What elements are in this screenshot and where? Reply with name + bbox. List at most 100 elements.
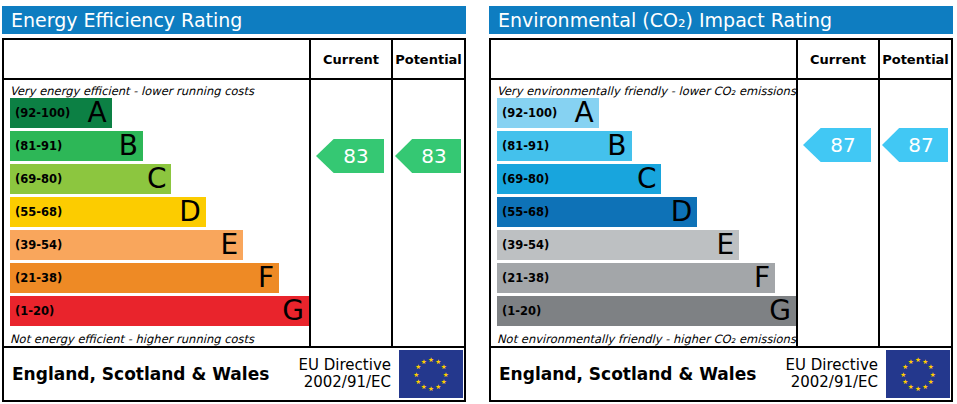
panel-title-bar: Energy Efficiency Rating <box>2 6 466 34</box>
band-letter: G <box>769 297 796 325</box>
eu-directive-line1: EU Directive <box>786 357 878 374</box>
eu-directive-label: EU Directive 2002/91/EC <box>786 357 886 392</box>
band-letter: A <box>88 99 112 127</box>
svg-text:★: ★ <box>900 371 906 379</box>
table-header-row: Current Potential <box>4 40 464 80</box>
column-divider <box>309 40 311 348</box>
svg-text:★: ★ <box>928 378 934 386</box>
svg-text:★: ★ <box>435 383 441 391</box>
eu-directive-line1: EU Directive <box>299 357 391 374</box>
svg-text:★: ★ <box>908 358 914 366</box>
band-range: (55-68) <box>10 205 62 219</box>
band-bar-a: (92-100) A <box>10 98 112 128</box>
current-column-header: Current <box>311 40 391 78</box>
svg-text:★: ★ <box>902 378 908 386</box>
column-divider <box>878 40 880 348</box>
band-bar-b: (81-91) B <box>10 131 143 161</box>
band-row: (69-80) C <box>497 164 796 194</box>
band-letter: D <box>671 198 698 226</box>
band-range: (1-20) <box>10 304 54 318</box>
band-range: (69-80) <box>10 172 62 186</box>
eu-directive-label: EU Directive 2002/91/EC <box>299 357 399 392</box>
eu-flag-icon: ★★★ ★★★ ★★★ ★★★ <box>399 350 463 398</box>
band-letter: G <box>282 297 309 325</box>
band-row: (92-100) A <box>497 98 796 128</box>
current-rating-arrow: 87 <box>803 128 871 162</box>
potential-column-header: Potential <box>393 40 464 78</box>
band-row: (39-54)E <box>10 230 309 260</box>
band-range: (92-100) <box>497 106 557 120</box>
band-bar-c: (69-80) C <box>10 164 171 194</box>
band-letter: A <box>575 99 599 127</box>
energy-efficiency-panel: Energy Efficiency Rating Current Potenti… <box>2 6 466 404</box>
band-bar-a: (92-100) A <box>497 98 599 128</box>
band-bar-c: (69-80) C <box>497 164 661 194</box>
bottom-note: Not energy efficient - higher running co… <box>10 332 254 346</box>
region-label: England, Scotland & Wales <box>491 364 756 384</box>
band-row: (39-54)E <box>497 230 796 260</box>
top-note: Very energy efficient - lower running co… <box>10 84 254 98</box>
rating-bands: (92-100) A (81-91) B (69-80) C (55-68) D (39-54)… <box>10 98 309 329</box>
svg-text:★: ★ <box>428 356 434 364</box>
potential-rating-arrow: 87 <box>882 128 948 162</box>
band-range: (21-38) <box>497 271 549 285</box>
band-bar-e: (39-54)E <box>10 230 243 260</box>
svg-text:★: ★ <box>421 358 427 366</box>
band-row: (21-38)F <box>10 263 309 293</box>
footer: England, Scotland & Wales EU Directive 2… <box>4 346 464 400</box>
column-divider <box>391 40 393 348</box>
svg-text:★: ★ <box>413 371 419 379</box>
band-bar-f: (21-38)F <box>10 263 279 293</box>
svg-text:★: ★ <box>428 385 434 393</box>
eu-directive-line2: 2002/91/EC <box>786 374 878 391</box>
band-letter: F <box>258 264 279 292</box>
band-row: (92-100) A <box>10 98 309 128</box>
rating-bands: (92-100)A(81-91)B(69-80)C(55-68)D(39-54)… <box>497 98 796 329</box>
band-bar-g: (1-20) G <box>497 296 796 326</box>
band-range: (69-80) <box>497 172 549 186</box>
band-row: (55-68) D <box>10 197 309 227</box>
band-letter: F <box>754 264 775 292</box>
svg-text:★: ★ <box>922 383 928 391</box>
band-row: (81-91) B <box>10 131 309 161</box>
footer: England, Scotland & Wales EU Directive 2… <box>491 346 951 400</box>
band-bar-f: (21-38) F <box>497 263 775 293</box>
band-row: (1-20) G <box>497 296 796 326</box>
svg-text:★: ★ <box>915 356 921 364</box>
svg-text:★: ★ <box>908 383 914 391</box>
eu-directive-line2: 2002/91/EC <box>299 374 391 391</box>
column-divider <box>796 40 798 348</box>
energy-rating-table: Current Potential Very energy efficient … <box>2 38 466 402</box>
band-letter: C <box>147 165 172 193</box>
eu-flag-icon: ★★★ ★★★ ★★★ ★★★ <box>886 350 950 398</box>
band-bar-b: (81-91) B <box>497 131 632 161</box>
current-column-header: Current <box>798 40 878 78</box>
bottom-note: Not environmentally friendly - higher CO… <box>497 332 796 346</box>
potential-rating-arrow: 83 <box>395 139 461 173</box>
panel-title: Energy Efficiency Rating <box>11 9 242 31</box>
band-letter: B <box>119 132 143 160</box>
environmental-impact-panel: Environmental (CO₂) Impact Rating Curren… <box>489 6 953 404</box>
top-note: Very environmentally friendly - lower CO… <box>497 84 796 98</box>
svg-text:★: ★ <box>915 385 921 393</box>
band-bar-g: (1-20) G <box>10 296 309 326</box>
potential-column-header: Potential <box>880 40 951 78</box>
band-range: (81-91) <box>497 139 549 153</box>
band-range: (1-20) <box>497 304 541 318</box>
band-row: (81-91) B <box>497 131 796 161</box>
svg-text:★: ★ <box>415 378 421 386</box>
band-letter: C <box>637 165 662 193</box>
table-header-row: Current Potential <box>491 40 951 80</box>
panel-title-bar: Environmental (CO₂) Impact Rating <box>489 6 953 34</box>
band-bar-e: (39-54)E <box>497 230 739 260</box>
panel-title: Environmental (CO₂) Impact Rating <box>498 9 832 31</box>
band-range: (92-100) <box>10 106 70 120</box>
band-letter: D <box>179 198 206 226</box>
band-range: (81-91) <box>10 139 62 153</box>
band-letter: B <box>607 132 631 160</box>
band-bar-d: (55-68) D <box>10 197 206 227</box>
svg-text:★: ★ <box>441 378 447 386</box>
band-row: (69-80) C <box>10 164 309 194</box>
svg-text:★: ★ <box>421 383 427 391</box>
band-letter: E <box>716 231 739 259</box>
